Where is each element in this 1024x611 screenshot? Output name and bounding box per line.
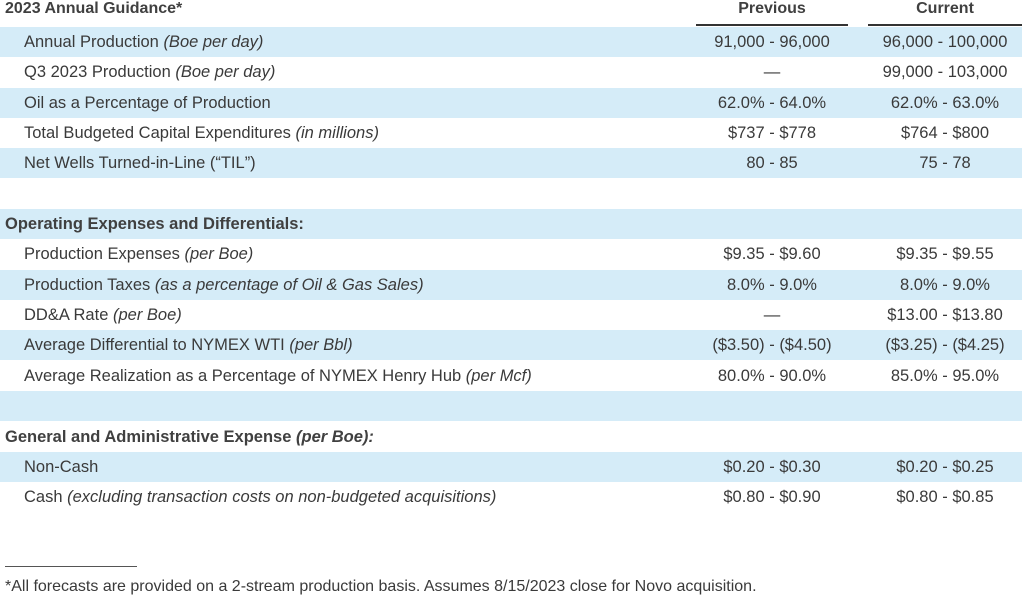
row-current-value: 75 - 78 xyxy=(919,154,971,172)
row-label: Annual Production (Boe per day) xyxy=(24,33,264,51)
table-row: Production Taxes (as a percentage of Oil… xyxy=(0,270,1022,300)
row-label: Net Wells Turned-in-Line (“TIL”) xyxy=(24,154,256,172)
row-label: Total Budgeted Capital Expenditures (in … xyxy=(24,124,379,142)
row-current-value: $764 - $800 xyxy=(900,124,990,142)
table-title: 2023 Annual Guidance* xyxy=(5,0,183,17)
row-label: Production Taxes (as a percentage of Oil… xyxy=(24,276,424,294)
table-row: Average Realization as a Percentage of N… xyxy=(0,361,1022,391)
row-label: Oil as a Percentage of Production xyxy=(24,94,271,112)
table-header: 2023 Annual Guidance* Previous Current xyxy=(0,0,1024,26)
section-title: Operating Expenses and Differentials: xyxy=(5,215,304,233)
row-previous-value: — xyxy=(763,63,781,81)
row-current-value: $0.80 - $0.85 xyxy=(896,488,994,506)
row-previous-value: 91,000 - 96,000 xyxy=(714,33,830,51)
row-current-value: $9.35 - $9.55 xyxy=(896,245,994,263)
table-row: Oil as a Percentage of Production 62.0% … xyxy=(0,88,1022,118)
table-row: Average Differential to NYMEX WTI (per B… xyxy=(0,330,1022,360)
footnote-divider xyxy=(5,566,137,567)
row-current-value: 62.0% - 63.0% xyxy=(890,94,1000,112)
row-label: Average Realization as a Percentage of N… xyxy=(24,367,532,385)
table-row: Total Budgeted Capital Expenditures (in … xyxy=(0,118,1022,148)
section-title: General and Administrative Expense (per … xyxy=(5,428,374,446)
spacer-row xyxy=(0,179,1022,209)
row-label: DD&A Rate (per Boe) xyxy=(24,306,182,324)
table-row: Annual Production (Boe per day) 91,000 -… xyxy=(0,27,1022,57)
column-underline-current xyxy=(868,24,1022,26)
table-row: Net Wells Turned-in-Line (“TIL”) 80 - 85… xyxy=(0,148,1022,178)
row-label: Production Expenses (per Boe) xyxy=(24,245,254,263)
column-header-current: Current xyxy=(916,0,974,17)
column-header-previous: Previous xyxy=(738,0,806,17)
row-previous-value: ($3.50) - ($4.50) xyxy=(712,336,832,354)
table-row: Q3 2023 Production (Boe per day) — 99,00… xyxy=(0,57,1022,87)
row-previous-value: $9.35 - $9.60 xyxy=(723,245,821,263)
row-previous-value: 8.0% - 9.0% xyxy=(727,276,817,294)
section-header-row: Operating Expenses and Differentials: xyxy=(0,209,1022,239)
row-current-value: 8.0% - 9.0% xyxy=(900,276,990,294)
row-previous-value: 80 - 85 xyxy=(746,154,798,172)
row-previous-value: $0.80 - $0.90 xyxy=(723,488,821,506)
row-previous-value: $737 - $778 xyxy=(727,124,817,142)
table-row: Production Expenses (per Boe) $9.35 - $9… xyxy=(0,239,1022,269)
footnote: *All forecasts are provided on a 2-strea… xyxy=(5,578,757,595)
row-previous-value: 80.0% - 90.0% xyxy=(717,367,827,385)
row-label: Non-Cash xyxy=(24,458,99,476)
row-current-value: 99,000 - 103,000 xyxy=(882,63,1008,81)
row-label: Average Differential to NYMEX WTI (per B… xyxy=(24,336,353,354)
row-label: Q3 2023 Production (Boe per day) xyxy=(24,63,276,81)
spacer-row xyxy=(0,391,1022,421)
row-current-value: ($3.25) - ($4.25) xyxy=(885,336,1005,354)
row-current-value: $13.00 - $13.80 xyxy=(887,306,1003,324)
row-current-value: 96,000 - 100,000 xyxy=(882,33,1008,51)
table-row: DD&A Rate (per Boe) — $13.00 - $13.80 xyxy=(0,300,1022,330)
table-row: Non-Cash $0.20 - $0.30 $0.20 - $0.25 xyxy=(0,452,1022,482)
row-label: Cash (excluding transaction costs on non… xyxy=(24,488,497,506)
section-header-row: General and Administrative Expense (per … xyxy=(0,422,1022,452)
row-current-value: 85.0% - 95.0% xyxy=(890,367,1000,385)
row-previous-value: — xyxy=(763,306,781,324)
row-previous-value: $0.20 - $0.30 xyxy=(723,458,821,476)
table-row: Cash (excluding transaction costs on non… xyxy=(0,482,1022,512)
row-previous-value: 62.0% - 64.0% xyxy=(717,94,827,112)
column-underline-previous xyxy=(696,24,848,26)
row-current-value: $0.20 - $0.25 xyxy=(896,458,994,476)
